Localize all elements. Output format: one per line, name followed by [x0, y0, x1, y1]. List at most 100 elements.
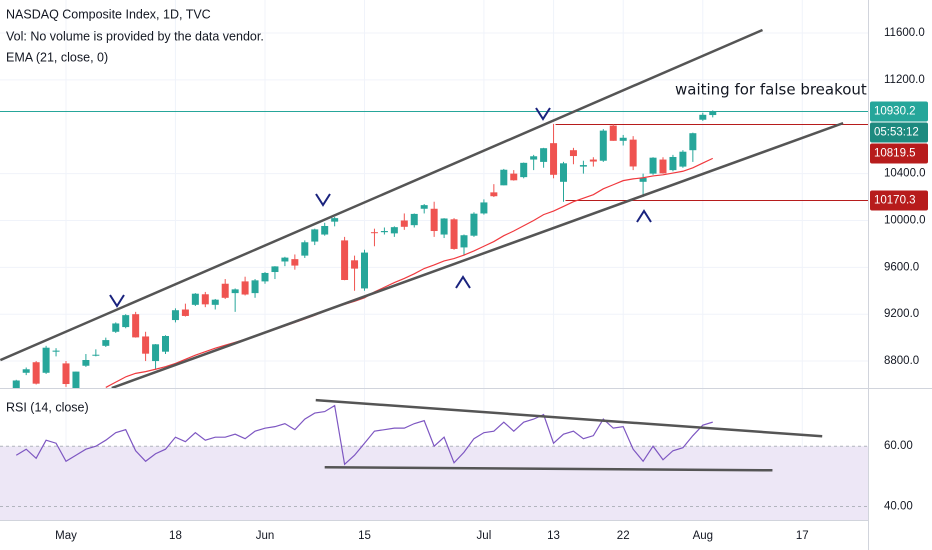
candle-body: [42, 347, 50, 373]
candle-body: [132, 314, 140, 338]
candle-body: [400, 220, 408, 227]
candle-body: [162, 335, 169, 352]
candle-body: [520, 162, 528, 178]
y-tick-label: 11600.0: [884, 27, 925, 39]
candle-body: [500, 169, 508, 186]
candle-body: [440, 218, 448, 235]
candle-body: [211, 299, 219, 305]
candle-body: [341, 240, 349, 280]
candle-body: [699, 114, 707, 120]
candle-body: [181, 309, 189, 316]
candle-body: [321, 225, 329, 235]
candle-body: [410, 213, 418, 226]
candle-body: [361, 252, 368, 289]
price-label: 10819.5: [874, 148, 916, 160]
candle-body: [709, 111, 717, 116]
candle-body: [102, 340, 110, 346]
candle-body: [370, 232, 378, 234]
candle-body: [231, 289, 239, 294]
x-tick-label: Jul: [477, 530, 492, 542]
bottom-marker: [455, 275, 471, 289]
candle-body: [560, 163, 567, 182]
candle-body: [291, 259, 299, 266]
candle-body: [639, 177, 647, 182]
rsi-line: [15, 404, 713, 466]
candle-body: [659, 159, 667, 174]
price-label: 10930.2: [874, 106, 916, 118]
candle-body: [629, 139, 637, 167]
candle-body: [540, 148, 548, 162]
candle-body: [589, 159, 597, 162]
price-labels: 10930.2 05:53:12 10819.5 10170.3: [870, 101, 928, 211]
candle-body: [351, 260, 359, 269]
candle-body: [609, 125, 617, 141]
candle-body: [490, 192, 498, 197]
candle-body: [649, 157, 657, 174]
candle-body: [261, 272, 269, 282]
y-tick-label: 9600.0: [884, 261, 919, 273]
price-pane: [0, 28, 868, 388]
price-label-box: [870, 143, 928, 164]
candle-body: [599, 130, 607, 161]
candle-body: [430, 208, 438, 232]
bottom-marker: [636, 209, 652, 223]
trendline: [111, 121, 844, 388]
rsi-band: [0, 446, 868, 520]
candle-body: [669, 156, 677, 171]
x-tick-label: Aug: [693, 530, 713, 542]
candle-body: [12, 380, 20, 388]
y-tick-label: 9200.0: [884, 308, 919, 320]
candle-body: [450, 219, 458, 249]
chart-subtitle: Vol: No volume is provided by the data v…: [6, 29, 264, 43]
top-marker: [535, 107, 551, 121]
candle-body: [271, 266, 279, 273]
y-tick-label: 10000.0: [884, 215, 926, 227]
candle-body: [251, 280, 259, 294]
top-marker: [315, 193, 331, 207]
candle-body: [569, 150, 577, 157]
candle-body: [92, 354, 100, 356]
candle-body: [191, 293, 199, 305]
candle-body: [201, 294, 209, 305]
top-marker: [109, 294, 125, 308]
y-tick-label: 8800.0: [884, 355, 919, 367]
candle-body: [550, 143, 558, 175]
candle-body: [52, 350, 60, 352]
candle-body: [579, 165, 587, 167]
candle-body: [241, 281, 249, 295]
x-tick-label: 15: [358, 530, 371, 542]
candle-body: [62, 363, 70, 385]
markers: [109, 107, 652, 308]
candle-body: [32, 362, 40, 384]
rsi-title: RSI (14, close): [6, 400, 89, 414]
grid-layer: [0, 0, 868, 520]
chart-title: NASDAQ Composite Index, 1D, TVC: [6, 7, 211, 21]
price-label: 10170.3: [874, 195, 916, 207]
trendline: [315, 398, 823, 438]
candle-body: [420, 205, 428, 209]
candle-body: [152, 344, 160, 362]
candle-body: [510, 173, 518, 181]
candle-body: [331, 218, 339, 222]
candle-body: [72, 371, 80, 388]
candle-body: [689, 133, 697, 151]
candle-body: [679, 151, 687, 167]
candle-body: [380, 231, 388, 233]
candle-body: [221, 283, 229, 298]
y-tick-label: 10400.0: [884, 168, 926, 180]
candle-body: [480, 202, 488, 214]
price-label-box: [870, 101, 928, 122]
x-tick-label: 18: [169, 530, 182, 542]
x-tick-label: May: [55, 530, 77, 542]
y-tick-label: 40.00: [884, 500, 913, 512]
rsi-pane: [0, 398, 868, 520]
candle-body: [390, 227, 398, 234]
x-tick-label: 17: [796, 530, 809, 542]
price-label-box: [870, 190, 928, 211]
countdown-box: [870, 122, 928, 143]
y-tick-label: 11200.0: [884, 74, 925, 86]
x-tick-label: 13: [547, 530, 560, 542]
candle-body: [530, 156, 538, 160]
